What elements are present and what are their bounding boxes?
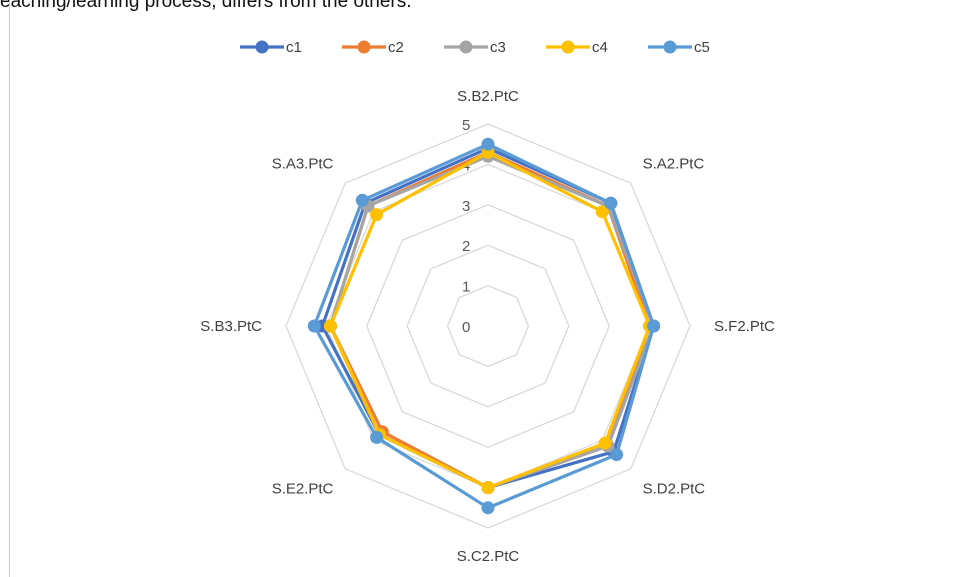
category-label: S.A2.PtC bbox=[643, 155, 705, 172]
data-point bbox=[323, 319, 337, 333]
category-label: S.A3.PtC bbox=[272, 155, 334, 172]
page-margin-rule bbox=[9, 0, 10, 577]
tick-label: 3 bbox=[462, 198, 470, 215]
grid-ring-3 bbox=[366, 204, 610, 448]
grid-ring-5 bbox=[285, 123, 691, 529]
data-point bbox=[370, 430, 384, 444]
data-point bbox=[610, 448, 624, 462]
legend-item-c4: c4 bbox=[546, 39, 608, 56]
data-point bbox=[481, 501, 495, 515]
legend-item-c2: c2 bbox=[342, 39, 404, 56]
category-label: S.D2.PtC bbox=[643, 481, 706, 498]
radar-grid bbox=[285, 123, 691, 529]
grid-ring-2 bbox=[406, 244, 570, 408]
legend-swatch-marker bbox=[663, 40, 677, 54]
data-point bbox=[307, 319, 321, 333]
category-label: S.C2.PtC bbox=[457, 548, 520, 565]
data-point bbox=[370, 208, 384, 222]
legend-swatch-marker bbox=[459, 40, 473, 54]
data-point bbox=[595, 205, 609, 219]
legend-swatch-marker bbox=[255, 40, 269, 54]
data-point bbox=[481, 137, 495, 151]
tick-label: 5 bbox=[462, 117, 470, 134]
legend-label: c2 bbox=[388, 39, 404, 56]
legend-label: c1 bbox=[286, 39, 302, 56]
legend-item-c5: c5 bbox=[648, 39, 710, 56]
legend-swatch-marker bbox=[561, 40, 575, 54]
series-layer bbox=[307, 137, 661, 515]
tick-label: 1 bbox=[462, 279, 470, 296]
data-point bbox=[481, 481, 495, 495]
series-c5 bbox=[307, 137, 661, 515]
category-labels: S.B2.PtC S.A2.PtC S.F2.PtC S.D2.PtC S.C2.PtC… bbox=[200, 88, 775, 565]
data-point bbox=[355, 193, 369, 207]
legend-item-c3: c3 bbox=[444, 39, 506, 56]
grid-ring-1 bbox=[446, 284, 530, 368]
legend-swatch-marker bbox=[357, 40, 371, 54]
tick-label: 2 bbox=[462, 238, 470, 255]
category-label: S.E2.PtC bbox=[272, 481, 334, 498]
category-label: S.F2.PtC bbox=[714, 318, 775, 335]
category-label: S.B3.PtC bbox=[200, 318, 262, 335]
data-point bbox=[647, 319, 661, 333]
category-label: S.B2.PtC bbox=[457, 88, 519, 105]
legend-label: c3 bbox=[490, 39, 506, 56]
legend: c1 c2 c3 c4 c5 bbox=[240, 39, 710, 56]
data-point bbox=[598, 436, 612, 450]
legend-label: c4 bbox=[592, 39, 608, 56]
data-point bbox=[604, 196, 618, 210]
legend-item-c1: c1 bbox=[240, 39, 302, 56]
tick-label: 0 bbox=[462, 319, 470, 336]
document-text-fragment: eaching/learning process, differs from t… bbox=[0, 0, 412, 12]
legend-label: c5 bbox=[694, 39, 710, 56]
